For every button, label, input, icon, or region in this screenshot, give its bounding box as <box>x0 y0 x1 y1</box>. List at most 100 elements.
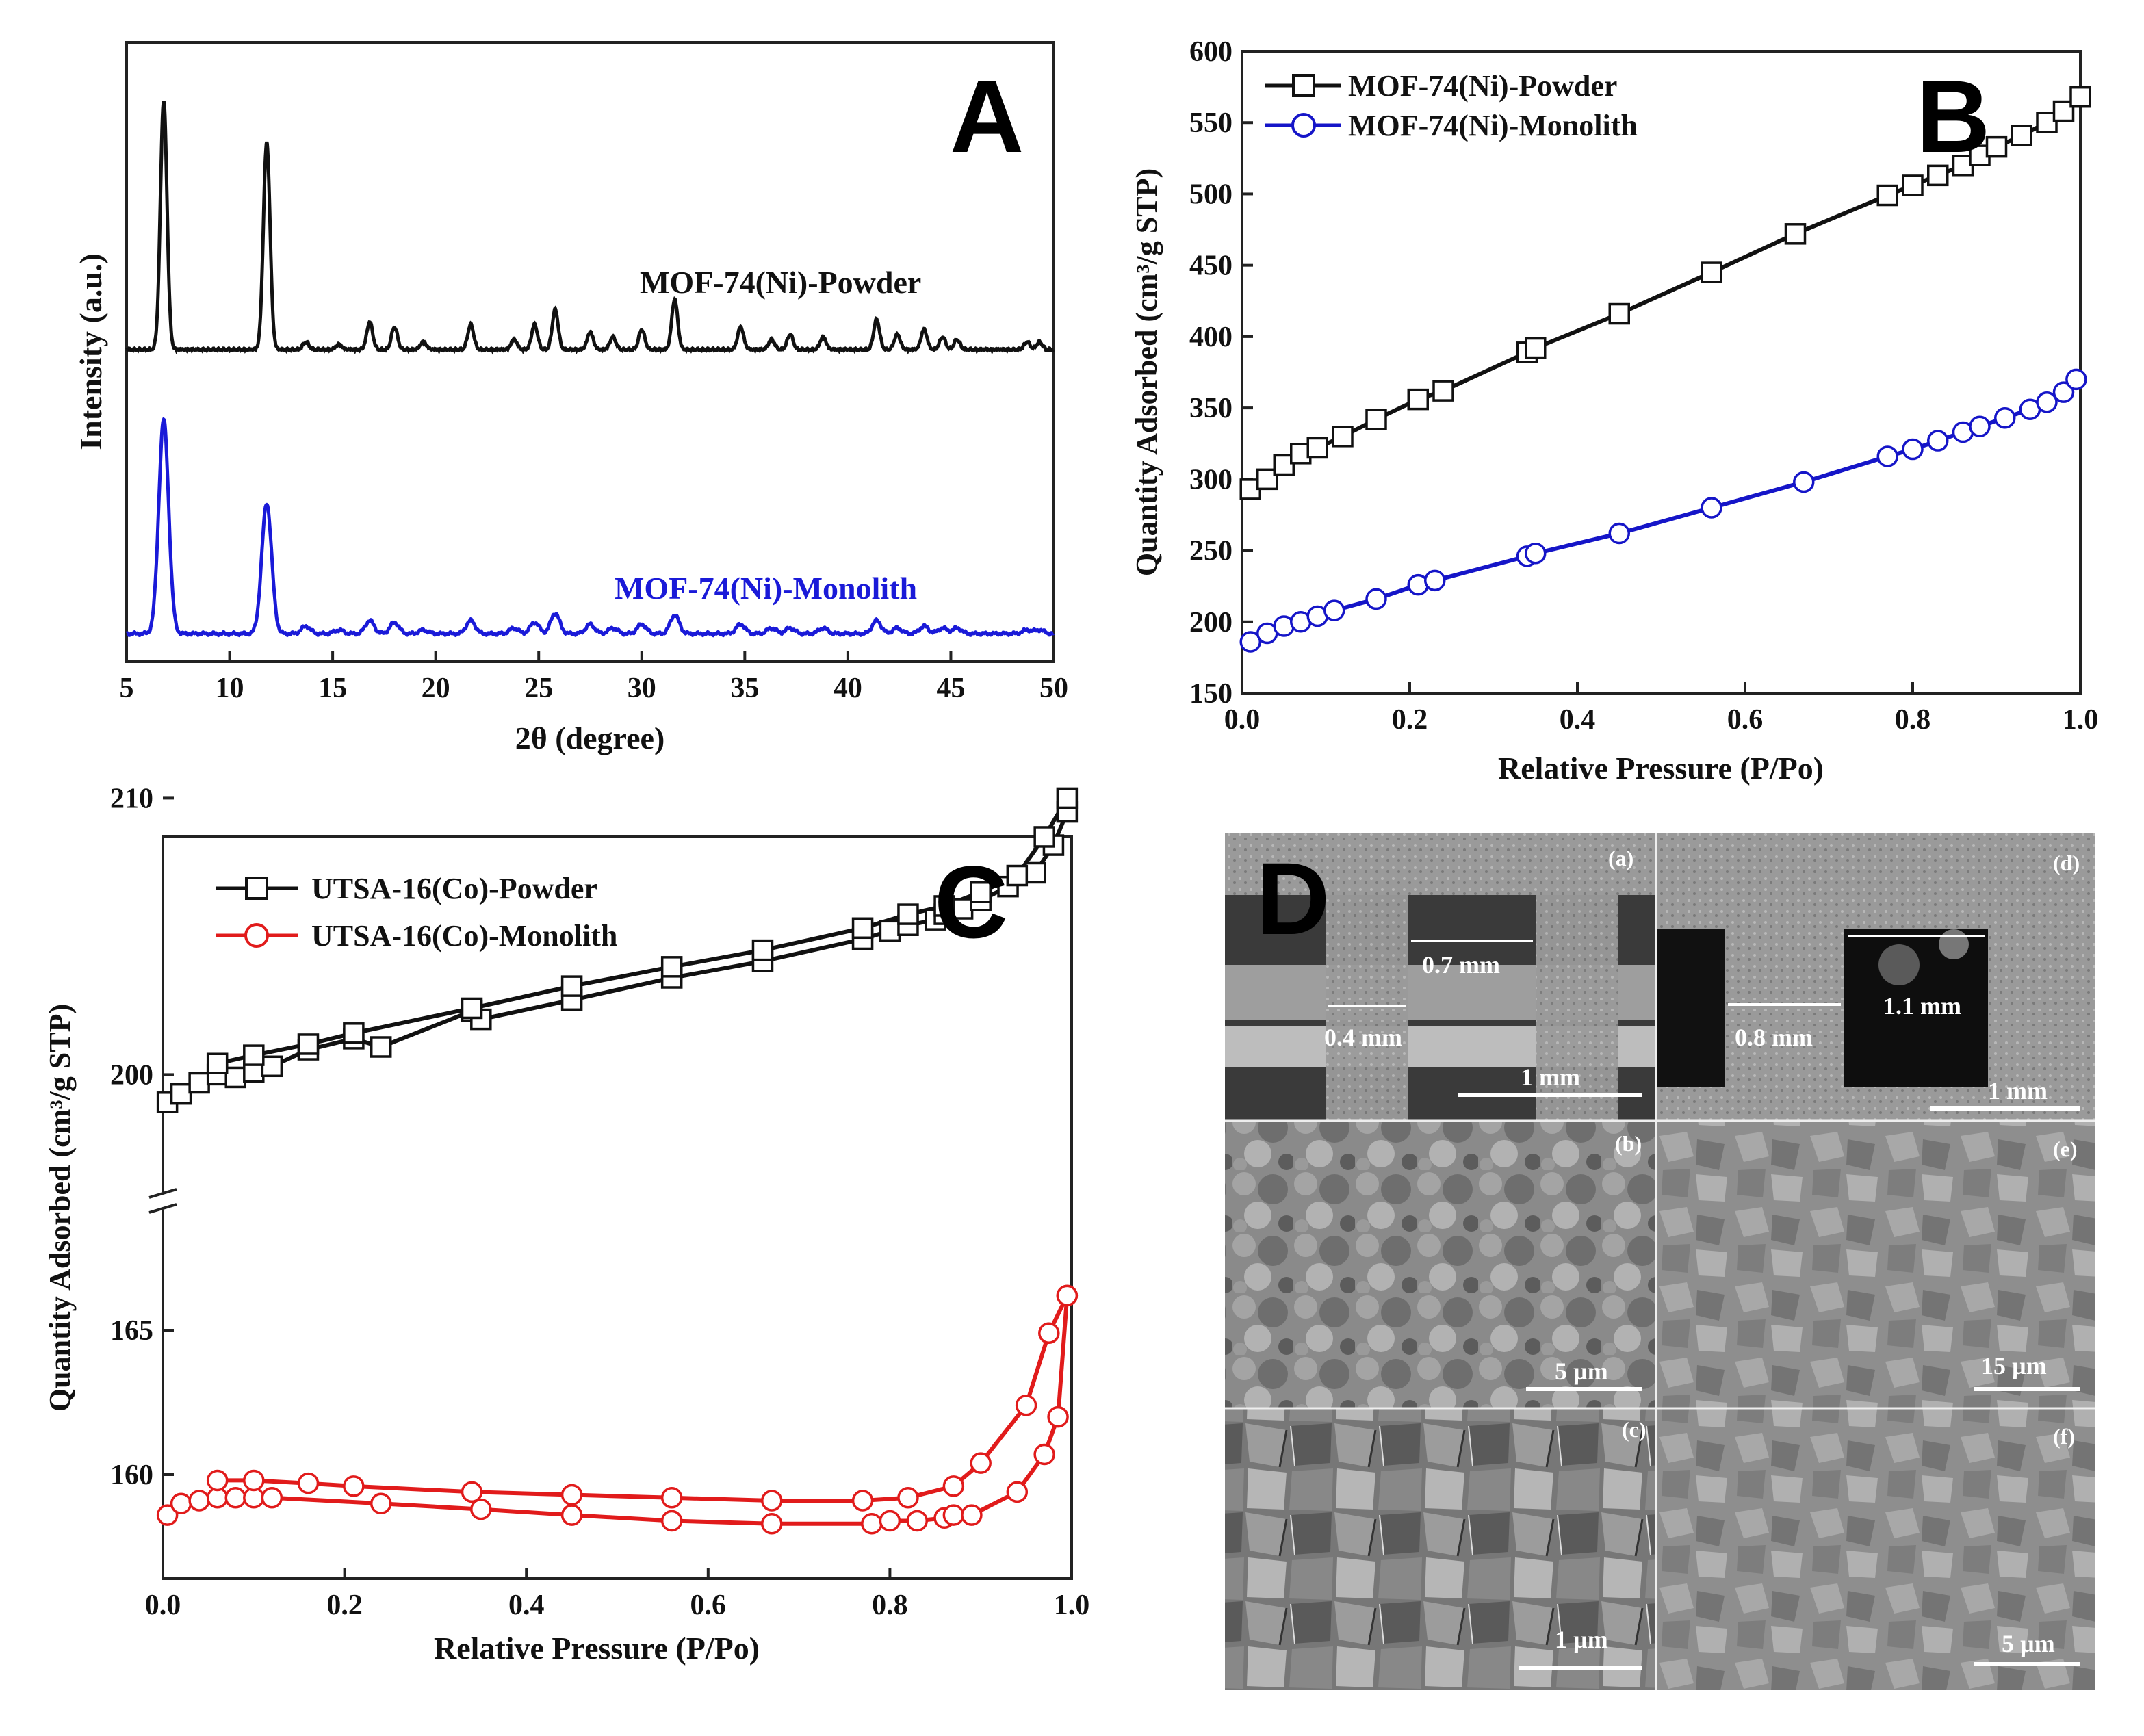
data-point <box>206 1469 229 1492</box>
data-point <box>297 1033 320 1055</box>
data-point <box>170 1083 192 1105</box>
panel-a-xrd-chart: 5 10 15 20 25 30 35 40 45 50 MOF-74(Ni)-Powder MO… <box>73 41 1068 755</box>
data-point <box>1784 223 1807 245</box>
data-point <box>660 1487 683 1509</box>
y-tick-label: 165 <box>110 1315 153 1347</box>
data-point <box>560 1504 583 1526</box>
data-point <box>970 1452 992 1474</box>
x-tick-label: 45 <box>936 673 965 704</box>
x-tick-label: 1.0 <box>2063 704 2099 736</box>
data-point <box>1927 164 1949 187</box>
panel-c-legend: UTSA-16(Co)-Powder UTSA-16(Co)-Monolith <box>216 872 617 953</box>
panel-c-y-axis-label: Quantity Adsorbed (cm³/g STP) <box>43 1004 77 1412</box>
data-point <box>1024 861 1046 884</box>
data-point <box>961 1504 983 1526</box>
x-tick-label: 0.8 <box>872 1590 908 1621</box>
data-point <box>1056 787 1079 809</box>
sem-d-dim-label-0-8: 0.8 mm <box>1735 1024 1813 1051</box>
data-point <box>470 1498 492 1520</box>
x-tick-label: 10 <box>216 673 244 704</box>
data-point <box>1306 437 1328 459</box>
data-point <box>370 1492 392 1514</box>
data-point <box>897 1487 919 1509</box>
data-point <box>1006 1481 1029 1503</box>
data-point <box>1969 415 1991 437</box>
sem-a-scale-bar-label: 1 mm <box>1521 1063 1580 1091</box>
x-tick-label: 15 <box>318 673 347 704</box>
sem-image-c: (c) 1 µm <box>1225 1408 1656 1690</box>
sem-image-a: (a) 0.7 mm 0.4 mm 1 mm <box>1225 833 1656 1121</box>
data-point <box>1056 1284 1079 1307</box>
sem-b-tag: (b) <box>1615 1131 1642 1156</box>
data-point <box>1407 388 1429 411</box>
data-point <box>2052 381 2075 403</box>
data-point <box>1038 1322 1060 1344</box>
y-tick-label: 150 <box>1189 678 1232 710</box>
data-point <box>170 1492 192 1514</box>
y-tick-label: 300 <box>1189 464 1232 495</box>
data-point <box>1701 497 1722 519</box>
data-point <box>851 917 874 940</box>
data-point <box>1525 542 1547 565</box>
panel-b-x-axis-label: Relative Pressure (P/Po) <box>1498 751 1824 786</box>
data-point <box>1608 522 1630 545</box>
data-point <box>2011 125 2032 146</box>
legend-marker-circle <box>244 923 269 948</box>
legend-marker-square <box>245 877 268 900</box>
sem-f-tag: (f) <box>2053 1424 2075 1449</box>
legend-label-powder: MOF-74(Ni)-Powder <box>1348 69 1617 103</box>
data-point <box>1424 569 1446 592</box>
data-point <box>942 1475 965 1497</box>
panel-b-letter: B <box>1916 59 1990 174</box>
x-tick-label: 0.6 <box>690 1590 727 1621</box>
data-point <box>1365 409 1387 430</box>
data-point <box>1902 438 1924 461</box>
panel-b-y-axis-label: Quantity Adsorbed (cm³/g STP) <box>1130 168 1163 576</box>
y-axis-break-mark <box>148 1188 177 1214</box>
data-point <box>1876 184 1898 207</box>
data-point <box>343 1475 365 1497</box>
data-point <box>879 1510 901 1532</box>
panel-a-letter: A <box>950 59 1024 174</box>
panel-c-x-axis-label: Relative Pressure (P/Po) <box>434 1631 760 1666</box>
y-tick-label: 200 <box>1189 607 1232 638</box>
data-point <box>243 1469 265 1492</box>
sem-a-dim-label-0-4: 0.4 mm <box>1324 1024 1402 1051</box>
legend-label-powder: UTSA-16(Co)-Powder <box>311 872 597 905</box>
legend-marker-circle <box>1291 113 1316 138</box>
panel-d-letter: D <box>1256 841 1330 956</box>
x-tick-label: 1.0 <box>1054 1590 1090 1621</box>
x-tick-label: 0.4 <box>508 1590 545 1621</box>
sem-image-f: (f) 5 µm <box>1656 1408 2095 1690</box>
sem-image-e: (e) 15 µm <box>1656 1121 2095 1408</box>
data-point <box>933 895 955 917</box>
panel-a-series-label-powder: MOF-74(Ni)-Powder <box>640 265 921 300</box>
y-tick-label: 500 <box>1189 179 1232 210</box>
panel-b-plot-frame <box>1241 50 2082 695</box>
data-point <box>942 1504 965 1526</box>
data-point <box>970 881 992 903</box>
data-point <box>660 1510 683 1532</box>
sem-image-b: (b) 5 µm <box>1225 1121 1656 1408</box>
data-point <box>1365 588 1387 610</box>
x-tick-label: 30 <box>628 673 656 704</box>
panel-a-series-label-monolith: MOF-74(Ni)-Monolith <box>615 571 917 606</box>
data-point <box>370 1036 392 1058</box>
data-point <box>1323 599 1345 621</box>
legend-label-monolith: UTSA-16(Co)-Monolith <box>311 919 617 953</box>
x-tick-label: 5 <box>120 673 134 704</box>
data-point <box>261 1055 283 1078</box>
data-point <box>1432 380 1454 402</box>
data-point <box>1793 471 1815 493</box>
x-tick-label: 0.6 <box>1727 704 1764 736</box>
data-point <box>461 997 483 1020</box>
x-tick-label: 35 <box>730 673 759 704</box>
data-point <box>1332 426 1354 448</box>
sem-d-scale-bar-label: 1 mm <box>1988 1077 2048 1104</box>
data-point <box>224 1487 246 1509</box>
x-tick-label: 0.8 <box>1895 704 1931 736</box>
data-point <box>206 1052 229 1074</box>
y-tick-label: 250 <box>1189 536 1232 567</box>
data-point <box>188 1072 210 1094</box>
data-point <box>1239 631 1261 653</box>
